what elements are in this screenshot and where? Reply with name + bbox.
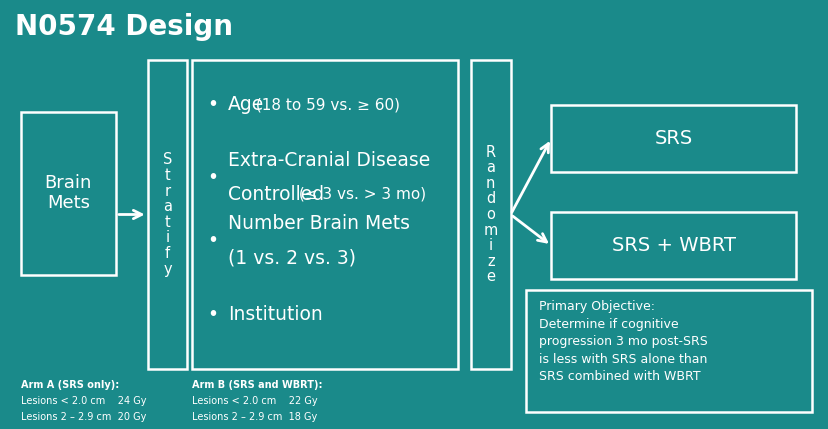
Text: •: • xyxy=(207,95,218,115)
Text: •: • xyxy=(207,168,218,187)
Text: Extra-Cranial Disease: Extra-Cranial Disease xyxy=(228,151,430,170)
Text: SRS: SRS xyxy=(653,129,692,148)
Text: Lesions 2 – 2.9 cm  18 Gy: Lesions 2 – 2.9 cm 18 Gy xyxy=(192,412,317,422)
Text: •: • xyxy=(207,305,218,324)
Text: Arm A (SRS only):: Arm A (SRS only): xyxy=(21,380,119,390)
Text: Arm B (SRS and WBRT):: Arm B (SRS and WBRT): xyxy=(192,380,322,390)
Text: Lesions < 2.0 cm    24 Gy: Lesions < 2.0 cm 24 Gy xyxy=(21,396,146,406)
Text: (18 to 59 vs. ≥ 60): (18 to 59 vs. ≥ 60) xyxy=(251,97,399,112)
Text: Controlled: Controlled xyxy=(228,185,324,204)
Text: SRS + WBRT: SRS + WBRT xyxy=(611,236,734,255)
Text: R
a
n
d
o
m
i
z
e: R a n d o m i z e xyxy=(483,145,498,284)
Text: Age: Age xyxy=(228,95,264,115)
Text: Number Brain Mets: Number Brain Mets xyxy=(228,214,410,233)
Text: Lesions < 2.0 cm    22 Gy: Lesions < 2.0 cm 22 Gy xyxy=(192,396,318,406)
Text: (≤ 3 vs. > 3 mo): (≤ 3 vs. > 3 mo) xyxy=(294,187,426,202)
Text: •: • xyxy=(207,231,218,250)
Text: Institution: Institution xyxy=(228,305,322,324)
Text: (1 vs. 2 vs. 3): (1 vs. 2 vs. 3) xyxy=(228,248,355,267)
Text: N0574 Design: N0574 Design xyxy=(15,13,233,41)
Text: Primary Objective:
Determine if cognitive
progression 3 mo post-SRS
is less with: Primary Objective: Determine if cognitiv… xyxy=(538,300,707,383)
Text: Lesions 2 – 2.9 cm  20 Gy: Lesions 2 – 2.9 cm 20 Gy xyxy=(21,412,146,422)
Text: Brain
Mets: Brain Mets xyxy=(45,174,92,212)
Text: S
t
r
a
t
i
f
y: S t r a t i f y xyxy=(162,152,172,277)
